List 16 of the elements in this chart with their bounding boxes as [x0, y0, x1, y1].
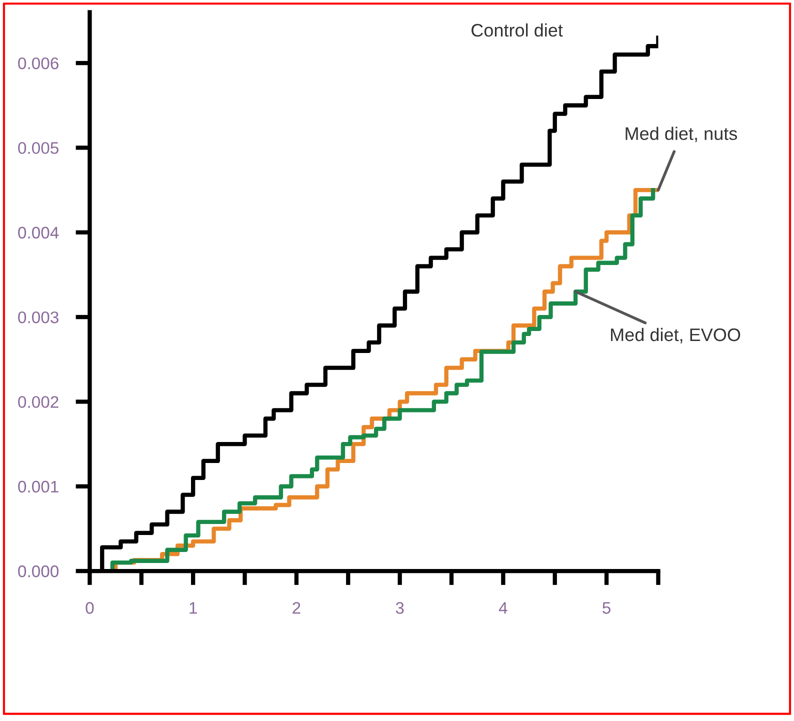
text: Med diet, EVOO — [611, 328, 740, 344]
text: Control diet — [472, 23, 563, 37]
x-tick-label: 4 — [498, 602, 508, 614]
x-tick-label: 1 — [190, 602, 197, 614]
x-tick-label: 5 — [602, 602, 610, 614]
y-tick-label: 0.003 — [18, 311, 58, 324]
y-tick-label: 0.000 — [18, 565, 59, 578]
x-tick-label: 3 — [396, 602, 404, 614]
y-tick-label: 0.001 — [18, 480, 58, 493]
y-tick-label: 0.002 — [18, 396, 58, 408]
text: Med diet, nuts — [626, 126, 738, 142]
y-tick-label: 0.004 — [18, 226, 59, 239]
x-tick-label: 2 — [292, 602, 300, 614]
y-tick-label: 0.006 — [18, 57, 58, 70]
y-tick-label: 0.005 — [18, 142, 58, 154]
x-tick-label: 0 — [86, 602, 94, 614]
